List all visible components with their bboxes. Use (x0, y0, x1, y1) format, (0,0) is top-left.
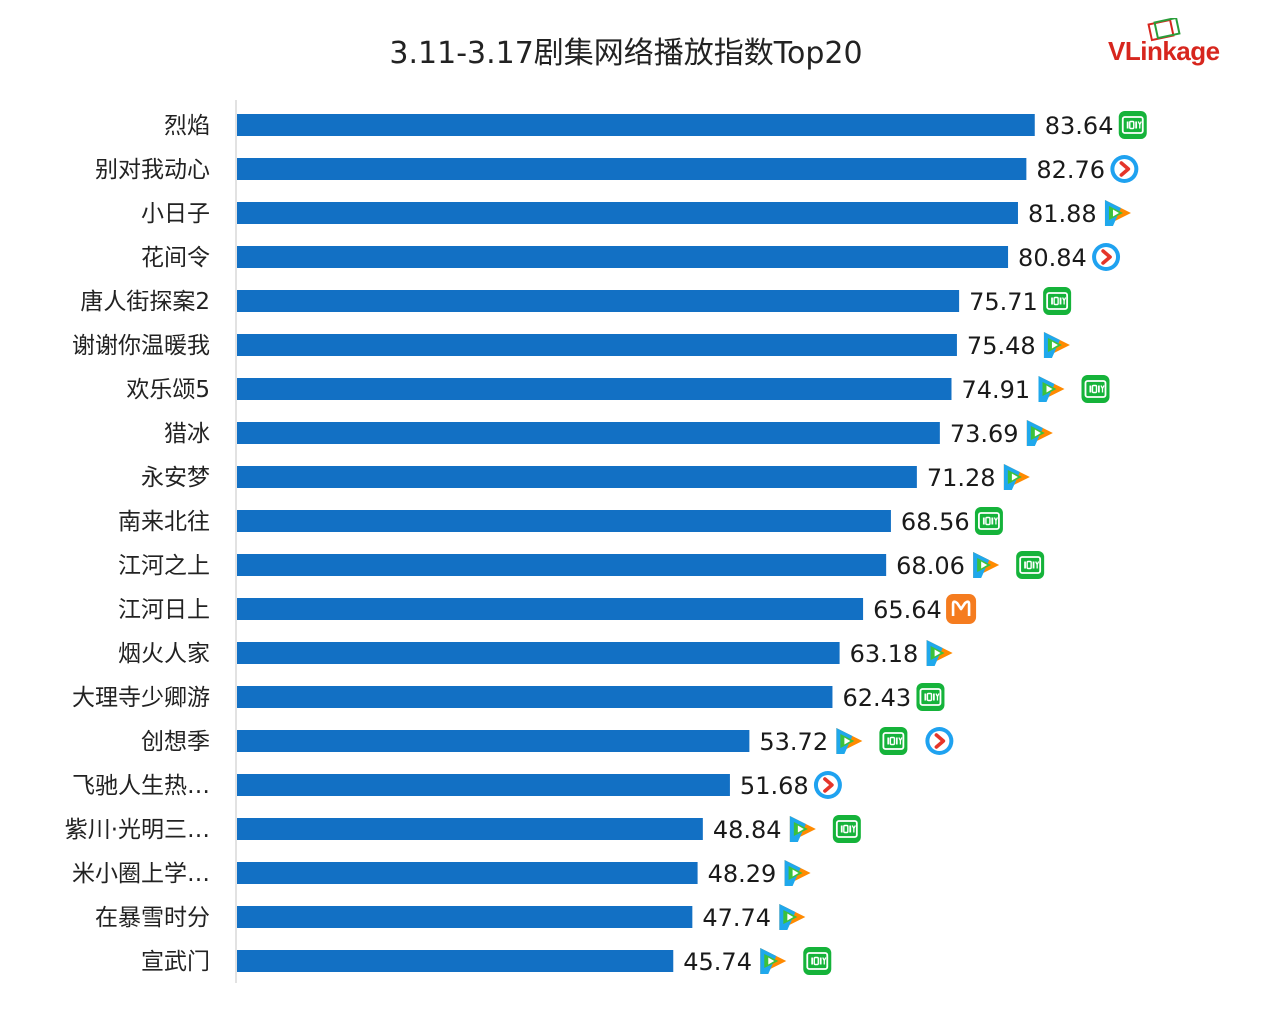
tencent-icon (1043, 332, 1070, 358)
bar (237, 642, 840, 664)
iqiyi-icon (879, 727, 908, 755)
iqiyi-icon (916, 683, 945, 711)
youku-icon (925, 727, 954, 755)
category-label: 飞驰人生热… (72, 773, 210, 799)
category-label: 烟火人家 (118, 641, 210, 667)
value-label: 75.48 (967, 332, 1036, 360)
value-label: 73.69 (950, 420, 1019, 448)
tencent-icon (926, 640, 953, 666)
bar (237, 598, 864, 620)
bar (237, 246, 1009, 268)
tencent-icon (789, 816, 816, 842)
value-label: 51.68 (740, 772, 809, 800)
value-label: 68.56 (901, 508, 970, 536)
value-label: 81.88 (1028, 200, 1097, 228)
bar (237, 862, 698, 884)
tencent-icon (836, 728, 863, 754)
bar (237, 554, 887, 576)
chart-title: 3.11-3.17剧集网络播放指数Top20 (389, 36, 863, 71)
bar (237, 378, 952, 400)
value-label: 83.64 (1045, 112, 1114, 140)
tencent-icon (1038, 376, 1065, 402)
category-label: 创想季 (141, 729, 210, 755)
value-label: 48.84 (713, 816, 782, 844)
tencent-icon (760, 948, 787, 974)
category-label: 江河之上 (118, 553, 210, 579)
tencent-icon (973, 552, 1000, 578)
bar (237, 290, 960, 312)
value-label: 62.43 (842, 684, 911, 712)
category-label: 南来北往 (118, 509, 210, 535)
logo-mark-icon (1147, 18, 1181, 42)
tencent-icon (779, 904, 806, 930)
category-label: 紫川·光明三… (65, 817, 210, 843)
iqiyi-icon (1043, 287, 1072, 315)
category-label: 米小圈上学… (72, 861, 210, 887)
category-label: 大理寺少卿游 (72, 685, 210, 711)
iqiyi-icon (1016, 551, 1045, 579)
category-label: 烈焰 (164, 113, 210, 139)
bar (237, 202, 1018, 224)
bar (237, 158, 1027, 180)
value-label: 68.06 (896, 552, 965, 580)
category-label: 别对我动心 (95, 157, 210, 183)
logo-prefix: VL (1108, 36, 1141, 66)
bar (237, 466, 917, 488)
tencent-icon (1026, 420, 1053, 446)
value-label: 74.91 (961, 376, 1030, 404)
bar (237, 334, 957, 356)
category-label: 猎冰 (164, 421, 210, 447)
category-label: 江河日上 (118, 597, 210, 623)
iqiyi-icon (832, 815, 861, 843)
category-label: 欢乐颂5 (126, 377, 210, 403)
vlinkage-logo: VLinkage (1108, 18, 1248, 72)
logo-suffix: inkage (1140, 36, 1220, 66)
youku-icon (1110, 155, 1139, 183)
tencent-icon (784, 860, 811, 886)
iqiyi-icon (1118, 111, 1147, 139)
value-label: 47.74 (702, 904, 771, 932)
youku-icon (1092, 243, 1121, 271)
category-label: 宣武门 (141, 949, 210, 975)
bar (237, 114, 1035, 136)
value-label: 71.28 (927, 464, 996, 492)
value-label: 63.18 (850, 640, 919, 668)
value-label: 82.76 (1036, 156, 1105, 184)
category-label: 永安梦 (141, 465, 210, 491)
category-label: 花间令 (141, 245, 210, 271)
bar (237, 510, 891, 532)
bar (237, 906, 693, 928)
category-label: 谢谢你温暖我 (72, 333, 210, 359)
value-label: 75.71 (969, 288, 1038, 316)
value-label: 48.29 (708, 860, 777, 888)
value-label: 65.64 (873, 596, 942, 624)
bar (237, 774, 730, 796)
bar (237, 422, 940, 444)
category-label: 小日子 (141, 201, 210, 227)
value-label: 80.84 (1018, 244, 1087, 272)
tencent-icon (1104, 200, 1131, 226)
iqiyi-icon (1081, 375, 1110, 403)
youku-icon (813, 771, 842, 799)
bar (237, 818, 703, 840)
bar (237, 730, 750, 752)
tencent-icon (1003, 464, 1030, 490)
iqiyi-icon (974, 507, 1003, 535)
category-label: 唐人街探案2 (80, 289, 210, 315)
bar (237, 950, 674, 972)
mango-icon (946, 594, 977, 624)
category-label: 在暴雪时分 (95, 905, 210, 931)
value-label: 45.74 (683, 948, 752, 976)
value-label: 53.72 (759, 728, 828, 756)
bar (237, 686, 833, 708)
logo-text: VLinkage (1108, 36, 1220, 67)
iqiyi-icon (803, 947, 832, 975)
